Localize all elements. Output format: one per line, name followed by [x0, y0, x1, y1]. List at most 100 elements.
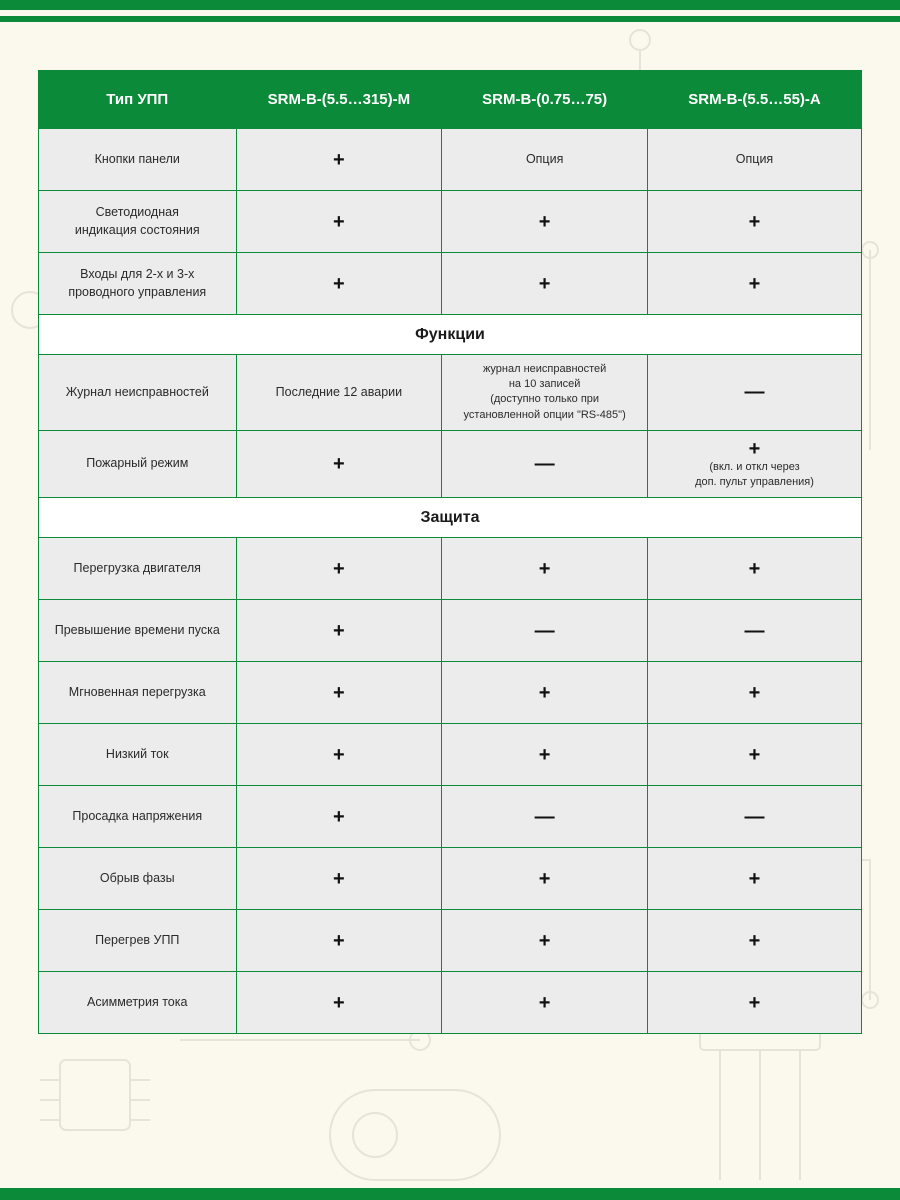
- table-cell: +: [236, 662, 442, 724]
- plus-icon: +: [749, 683, 761, 703]
- table-cell: +: [442, 191, 648, 253]
- table-cell: +: [442, 538, 648, 600]
- table-cell: +: [236, 600, 442, 662]
- plus-icon: +: [539, 683, 551, 703]
- plus-icon: +: [333, 621, 345, 641]
- table-cell: +: [236, 253, 442, 315]
- table-cell: +: [236, 848, 442, 910]
- table-cell: —: [442, 430, 648, 497]
- table-cell: +: [648, 538, 862, 600]
- cell-text: на 10 записей: [509, 378, 581, 391]
- row-label: Пожарный режим: [39, 430, 237, 497]
- plus-icon: +: [749, 869, 761, 889]
- cell-text: журнал неисправностей: [483, 363, 606, 376]
- table-header-row: Тип УПП SRM-B-(5.5…315)-M SRM-B-(0.75…75…: [39, 71, 862, 129]
- plus-icon: +: [539, 212, 551, 232]
- table-cell: +: [648, 910, 862, 972]
- cell-note: (вкл. и откл через: [709, 461, 799, 474]
- row-label: Кнопки панели: [39, 129, 237, 191]
- comparison-table: Тип УПП SRM-B-(5.5…315)-M SRM-B-(0.75…75…: [38, 70, 862, 1034]
- table-row: Журнал неисправностейПоследние 12 аварии…: [39, 355, 862, 431]
- row-label: Светодиоднаяиндикация состояния: [39, 191, 237, 253]
- plus-icon: +: [749, 993, 761, 1013]
- table-cell: Опция: [442, 129, 648, 191]
- minus-icon: —: [535, 621, 555, 641]
- table-cell: +: [648, 724, 862, 786]
- table-cell: +: [442, 724, 648, 786]
- plus-icon: +: [333, 807, 345, 827]
- table-row: Пожарный режим + — + (вкл. и откл через доп. …: [39, 430, 862, 497]
- top-accent-bars: [0, 0, 900, 22]
- cell-note: доп. пульт управления): [695, 476, 814, 489]
- plus-icon: +: [539, 931, 551, 951]
- col-header-0: Тип УПП: [39, 71, 237, 129]
- minus-icon: —: [535, 454, 555, 474]
- table-cell: +: [648, 191, 862, 253]
- table-cell: —: [442, 600, 648, 662]
- row-label: Мгновенная перегрузка: [39, 662, 237, 724]
- table-row: Низкий ток + + +: [39, 724, 862, 786]
- table-row: Превышение времени пуска+——: [39, 600, 862, 662]
- comparison-table-container: Тип УПП SRM-B-(5.5…315)-M SRM-B-(0.75…75…: [38, 70, 862, 1034]
- plus-icon: +: [539, 274, 551, 294]
- plus-icon: +: [333, 931, 345, 951]
- table-cell: +: [648, 848, 862, 910]
- row-label: Низкий ток: [39, 724, 237, 786]
- plus-icon: +: [333, 454, 345, 474]
- cell-text: установленной опции "RS-485"): [464, 409, 626, 422]
- table-row: Защита: [39, 498, 862, 538]
- plus-icon: +: [333, 212, 345, 232]
- table-cell: +: [442, 972, 648, 1034]
- minus-icon: —: [745, 382, 765, 402]
- plus-icon: +: [749, 274, 761, 294]
- plus-icon: +: [333, 559, 345, 579]
- table-cell: +: [648, 253, 862, 315]
- plus-icon: +: [539, 559, 551, 579]
- cell-text: Опция: [526, 152, 563, 168]
- table-row: Асимметрия тока + + +: [39, 972, 862, 1034]
- table-row: Мгновенная перегрузка + + +: [39, 662, 862, 724]
- minus-icon: —: [745, 807, 765, 827]
- plus-icon: +: [749, 439, 761, 459]
- plus-icon: +: [749, 559, 761, 579]
- table-cell: журнал неисправностейна 10 записей(досту…: [442, 355, 648, 431]
- plus-icon: +: [749, 212, 761, 232]
- row-label: Асимметрия тока: [39, 972, 237, 1034]
- plus-icon: +: [333, 745, 345, 765]
- table-cell: +: [442, 662, 648, 724]
- bottom-accent-bar: [0, 1188, 900, 1200]
- row-label: Входы для 2-х и 3-хпроводного управления: [39, 253, 237, 315]
- plus-icon: +: [333, 683, 345, 703]
- table-cell: —: [648, 600, 862, 662]
- row-label: Перегрузка двигателя: [39, 538, 237, 600]
- table-cell: +: [236, 972, 442, 1034]
- table-cell: Последние 12 аварии: [236, 355, 442, 431]
- table-row: Кнопки панели + Опция Опция: [39, 129, 862, 191]
- table-cell: —: [442, 786, 648, 848]
- plus-icon: +: [333, 274, 345, 294]
- row-label: Перегрев УПП: [39, 910, 237, 972]
- table-row: Перегрузка двигателя + + +: [39, 538, 862, 600]
- plus-icon: +: [333, 869, 345, 889]
- plus-icon: +: [539, 869, 551, 889]
- table-cell: Опция: [648, 129, 862, 191]
- cell-text: Опция: [736, 152, 773, 168]
- table-row: Светодиоднаяиндикация состояния + + +: [39, 191, 862, 253]
- table-cell: +: [236, 538, 442, 600]
- table-cell: +: [236, 724, 442, 786]
- table-cell: +: [442, 910, 648, 972]
- plus-icon: +: [333, 993, 345, 1013]
- table-cell: +: [442, 848, 648, 910]
- plus-icon: +: [749, 931, 761, 951]
- table-cell: +: [236, 430, 442, 497]
- plus-icon: +: [333, 150, 345, 170]
- table-cell: +: [648, 662, 862, 724]
- table-row: Просадка напряжения + — —: [39, 786, 862, 848]
- table-row: Входы для 2-х и 3-хпроводного управления…: [39, 253, 862, 315]
- table-cell: +: [236, 191, 442, 253]
- col-header-1: SRM-B-(5.5…315)-M: [236, 71, 442, 129]
- plus-icon: +: [539, 745, 551, 765]
- col-header-3: SRM-B-(5.5…55)-A: [648, 71, 862, 129]
- row-label: Просадка напряжения: [39, 786, 237, 848]
- table-cell: +: [236, 910, 442, 972]
